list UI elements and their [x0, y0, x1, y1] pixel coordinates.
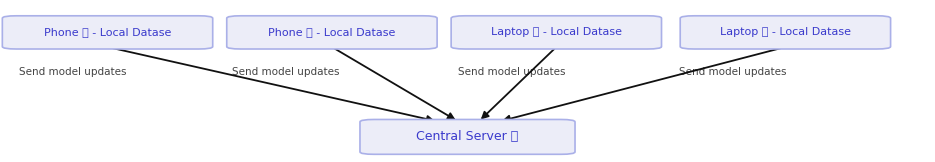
Text: Phone 📱 - Local Datase: Phone 📱 - Local Datase [268, 27, 396, 37]
Text: Laptop 💻 - Local Datase: Laptop 💻 - Local Datase [491, 27, 622, 37]
Text: Laptop 💻 - Local Datase: Laptop 💻 - Local Datase [720, 27, 851, 37]
Text: Send model updates: Send model updates [19, 67, 126, 77]
FancyBboxPatch shape [360, 120, 575, 154]
FancyBboxPatch shape [681, 16, 890, 49]
Text: Send model updates: Send model updates [458, 67, 566, 77]
Text: Send model updates: Send model updates [679, 67, 786, 77]
FancyBboxPatch shape [3, 16, 213, 49]
Text: Phone 📱 - Local Datase: Phone 📱 - Local Datase [44, 27, 171, 37]
FancyBboxPatch shape [226, 16, 437, 49]
Text: Send model updates: Send model updates [232, 67, 339, 77]
FancyBboxPatch shape [451, 16, 661, 49]
Text: Central Server 💻: Central Server 💻 [416, 130, 519, 143]
